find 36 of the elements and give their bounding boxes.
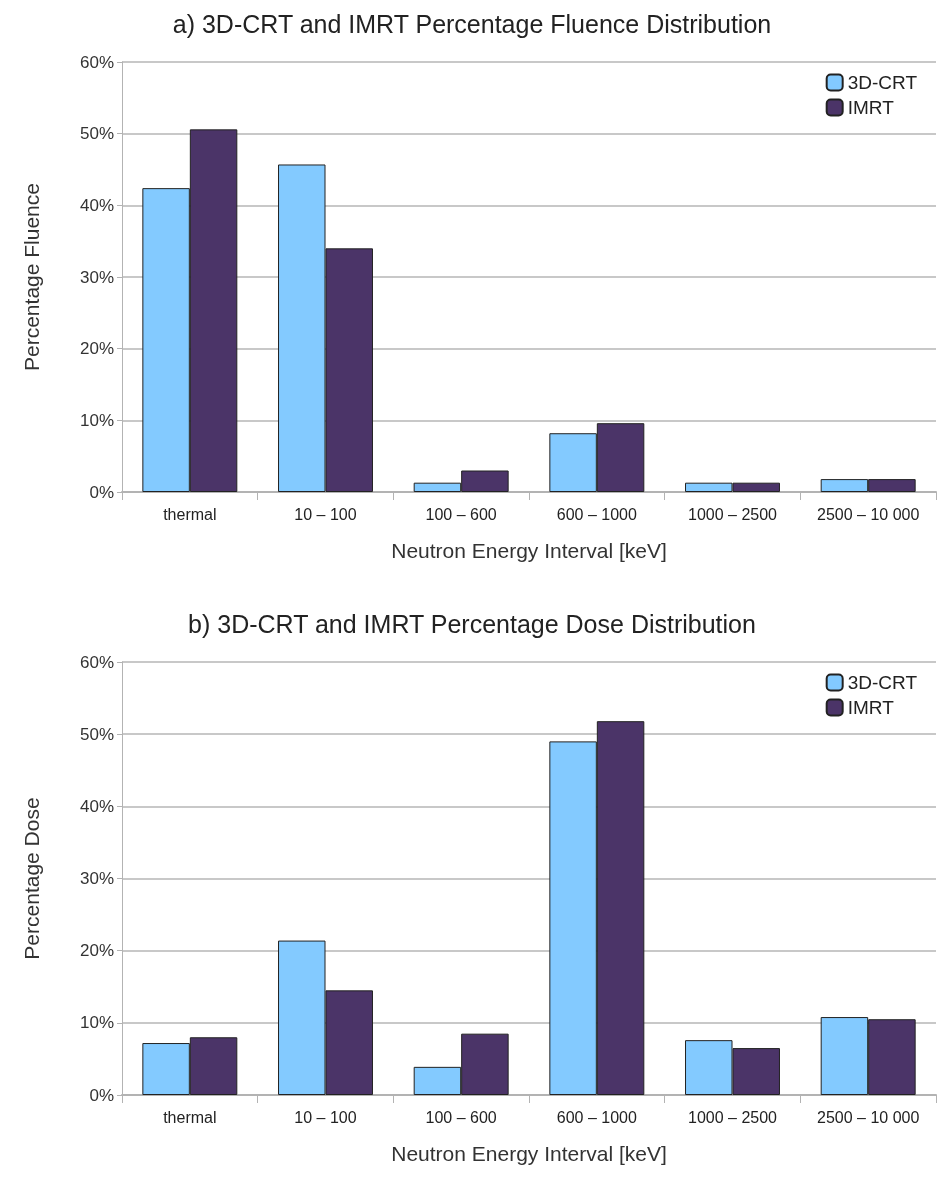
- x-tick-label: thermal: [163, 1108, 217, 1126]
- y-tick-label: 60%: [79, 652, 114, 672]
- x-tick-label: 600 – 1000: [556, 505, 637, 523]
- y-tick-label: 50%: [79, 724, 114, 744]
- x-tick-label: 100 – 600: [425, 1108, 497, 1126]
- x-tick-label: 2500 – 10 000: [817, 1108, 920, 1126]
- y-tick-label: 20%: [79, 339, 114, 359]
- x-tick-label: 1000 – 2500: [688, 505, 778, 523]
- y-tick-label: 50%: [79, 124, 114, 144]
- x-tick-label: 2500 – 10 000: [817, 505, 920, 523]
- y-tick-label: 0%: [89, 1085, 114, 1105]
- legend-label: IMRT: [847, 97, 895, 118]
- chart-title: b) 3D-CRT and IMRT Percentage Dose Distribution: [188, 609, 756, 638]
- legend-label: 3D-CRT: [847, 672, 918, 693]
- x-axis-title: Neutron Energy Interval [keV]: [391, 1142, 667, 1165]
- x-tick-label: 600 – 1000: [556, 1108, 637, 1126]
- legend-label: 3D-CRT: [847, 72, 918, 93]
- legend-label: IMRT: [847, 697, 895, 718]
- y-tick-label: 30%: [79, 267, 114, 287]
- y-tick-label: 40%: [79, 796, 114, 816]
- y-axis-title: Percentage Dose: [20, 797, 43, 960]
- chart-title: a) 3D-CRT and IMRT Percentage Fluence Distribution: [172, 9, 772, 38]
- y-tick-label: 60%: [79, 52, 114, 72]
- y-axis-title: Percentage Fluence: [20, 183, 43, 371]
- y-tick-label: 10%: [79, 410, 114, 430]
- y-tick-label: 0%: [89, 482, 114, 502]
- x-tick-label: thermal: [163, 505, 217, 523]
- y-tick-label: 20%: [79, 941, 114, 961]
- x-tick-label: 100 – 600: [425, 505, 497, 523]
- x-tick-label: 10 – 100: [294, 505, 357, 523]
- y-tick-label: 10%: [79, 1013, 114, 1033]
- y-tick-label: 30%: [79, 869, 114, 888]
- x-tick-label: 10 – 100: [294, 1108, 357, 1126]
- x-axis-title: Neutron Energy Interval [keV]: [391, 539, 667, 562]
- x-tick-label: 1000 – 2500: [688, 1108, 778, 1126]
- y-tick-label: 40%: [79, 195, 114, 215]
